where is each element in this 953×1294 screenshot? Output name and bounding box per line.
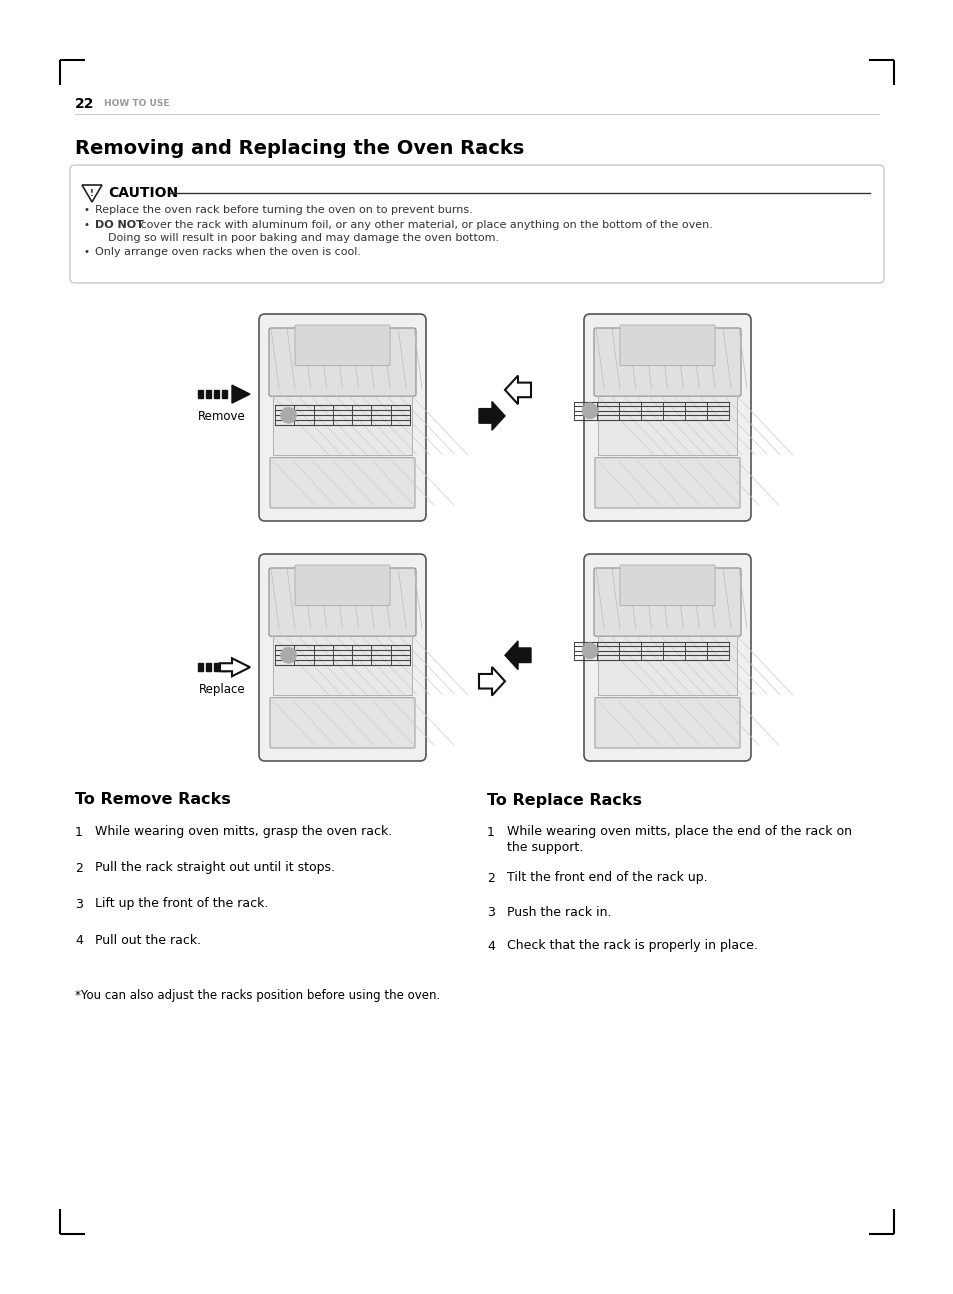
Text: While wearing oven mitts, place the end of the rack on: While wearing oven mitts, place the end … bbox=[506, 826, 851, 839]
Text: 3: 3 bbox=[75, 898, 83, 911]
Text: the support.: the support. bbox=[506, 841, 582, 854]
Polygon shape bbox=[478, 666, 504, 696]
FancyBboxPatch shape bbox=[269, 327, 416, 396]
Text: HOW TO USE: HOW TO USE bbox=[104, 100, 170, 109]
Text: DO NOT: DO NOT bbox=[95, 220, 144, 230]
Text: Remove: Remove bbox=[198, 410, 246, 423]
FancyBboxPatch shape bbox=[595, 697, 740, 748]
Polygon shape bbox=[232, 386, 250, 404]
FancyBboxPatch shape bbox=[270, 458, 415, 509]
FancyBboxPatch shape bbox=[583, 314, 750, 521]
FancyBboxPatch shape bbox=[619, 565, 714, 606]
Bar bbox=[222, 664, 227, 672]
FancyBboxPatch shape bbox=[294, 565, 390, 606]
FancyBboxPatch shape bbox=[583, 554, 750, 761]
Text: 4: 4 bbox=[486, 939, 495, 952]
Text: *You can also adjust the racks position before using the oven.: *You can also adjust the racks position … bbox=[75, 989, 439, 1002]
Text: Replace: Replace bbox=[198, 683, 245, 696]
Circle shape bbox=[280, 408, 296, 423]
Text: Doing so will result in poor baking and may damage the oven bottom.: Doing so will result in poor baking and … bbox=[108, 233, 498, 243]
Text: 2: 2 bbox=[75, 862, 83, 875]
Bar bbox=[213, 389, 219, 399]
FancyBboxPatch shape bbox=[594, 327, 740, 396]
Circle shape bbox=[581, 402, 598, 419]
FancyBboxPatch shape bbox=[595, 458, 740, 509]
Polygon shape bbox=[478, 401, 504, 430]
Bar bbox=[198, 664, 203, 672]
Bar bbox=[206, 389, 211, 399]
Text: 22: 22 bbox=[75, 97, 94, 111]
Text: Pull out the rack.: Pull out the rack. bbox=[95, 933, 201, 946]
Text: cover the rack with aluminum foil, or any other material, or place anything on t: cover the rack with aluminum foil, or an… bbox=[137, 220, 712, 230]
Bar bbox=[598, 637, 737, 695]
Text: Removing and Replacing the Oven Racks: Removing and Replacing the Oven Racks bbox=[75, 138, 524, 158]
Bar bbox=[273, 637, 412, 695]
Text: Push the rack in.: Push the rack in. bbox=[506, 906, 611, 919]
Text: CAUTION: CAUTION bbox=[108, 186, 178, 201]
FancyBboxPatch shape bbox=[619, 325, 714, 366]
Text: 1: 1 bbox=[75, 826, 83, 839]
Text: •: • bbox=[84, 247, 90, 258]
Bar bbox=[206, 664, 211, 672]
Text: !: ! bbox=[90, 189, 93, 198]
Bar bbox=[213, 664, 219, 672]
Bar bbox=[222, 389, 227, 399]
Text: •: • bbox=[84, 204, 90, 215]
Circle shape bbox=[581, 643, 598, 659]
FancyBboxPatch shape bbox=[258, 314, 426, 521]
FancyBboxPatch shape bbox=[70, 166, 883, 283]
Text: 3: 3 bbox=[486, 906, 495, 919]
Polygon shape bbox=[504, 641, 531, 669]
Text: •: • bbox=[84, 220, 90, 230]
FancyBboxPatch shape bbox=[258, 554, 426, 761]
Text: 2: 2 bbox=[486, 871, 495, 885]
Text: Replace the oven rack before turning the oven on to prevent burns.: Replace the oven rack before turning the… bbox=[95, 204, 473, 215]
Text: Tilt the front end of the rack up.: Tilt the front end of the rack up. bbox=[506, 871, 707, 885]
Circle shape bbox=[280, 647, 296, 664]
Bar bbox=[273, 396, 412, 454]
Text: While wearing oven mitts, grasp the oven rack.: While wearing oven mitts, grasp the oven… bbox=[95, 826, 392, 839]
Text: Pull the rack straight out until it stops.: Pull the rack straight out until it stop… bbox=[95, 862, 335, 875]
Text: 1: 1 bbox=[486, 826, 495, 839]
Polygon shape bbox=[82, 185, 102, 202]
Bar bbox=[598, 396, 737, 454]
Polygon shape bbox=[220, 659, 250, 677]
Text: To Replace Racks: To Replace Racks bbox=[486, 792, 641, 807]
Text: Check that the rack is properly in place.: Check that the rack is properly in place… bbox=[506, 939, 757, 952]
FancyBboxPatch shape bbox=[594, 568, 740, 637]
FancyBboxPatch shape bbox=[270, 697, 415, 748]
Text: 4: 4 bbox=[75, 933, 83, 946]
FancyBboxPatch shape bbox=[294, 325, 390, 366]
FancyBboxPatch shape bbox=[269, 568, 416, 637]
Text: To Remove Racks: To Remove Racks bbox=[75, 792, 231, 807]
Text: Only arrange oven racks when the oven is cool.: Only arrange oven racks when the oven is… bbox=[95, 247, 360, 258]
Polygon shape bbox=[504, 375, 531, 404]
Text: Lift up the front of the rack.: Lift up the front of the rack. bbox=[95, 898, 268, 911]
Bar bbox=[198, 389, 203, 399]
